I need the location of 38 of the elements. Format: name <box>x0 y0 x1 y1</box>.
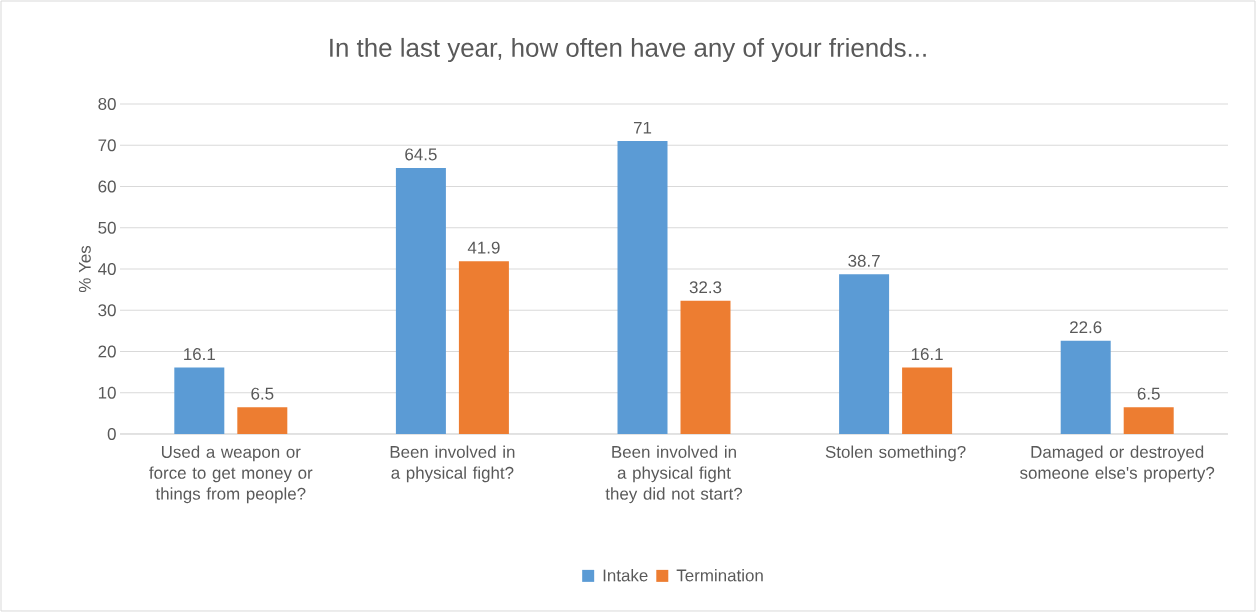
y-tick-label: 60 <box>98 180 116 193</box>
data-label: 16.1 <box>184 348 215 361</box>
y-axis-title: % Yes <box>78 245 91 293</box>
x-tick-label: Been involved in a physical fight they did not start? <box>605 445 743 504</box>
bar <box>839 274 890 434</box>
bar <box>1123 407 1174 434</box>
data-label: 16.1 <box>911 348 943 361</box>
bar <box>395 167 446 434</box>
y-tick-label: 70 <box>98 139 116 152</box>
y-tick-label: 10 <box>98 386 116 399</box>
bar <box>680 300 731 434</box>
x-tick-label: Damaged or destroyed someone else's property? <box>1020 445 1215 483</box>
bar <box>1060 340 1111 434</box>
y-tick-label: 40 <box>98 262 116 275</box>
legend-label: Intake <box>603 569 648 582</box>
x-tick-label: Stolen something? <box>825 445 966 462</box>
data-label: 6.5 <box>1137 387 1160 400</box>
bar <box>458 261 509 434</box>
legend-label: Termination <box>676 569 763 582</box>
y-tick-label: 30 <box>98 304 116 317</box>
chart-title: In the last year, how often have any of your friends... <box>330 37 926 63</box>
data-label: 41.9 <box>467 241 500 254</box>
bar <box>617 141 668 434</box>
data-label: 6.5 <box>251 387 274 400</box>
y-tick-label: 20 <box>98 345 116 358</box>
bar <box>174 367 225 434</box>
data-label: 71 <box>633 121 652 134</box>
x-tick-label: Been involved in a physical fight? <box>390 445 515 483</box>
y-tick-label: 50 <box>98 221 116 234</box>
data-label: 32.3 <box>689 281 722 294</box>
y-tick-label: 0 <box>107 427 116 440</box>
data-label: 22.6 <box>1070 321 1102 334</box>
data-label: 38.7 <box>848 254 880 267</box>
x-tick-label: Used a weapon or force to get money or things from people? <box>149 445 313 504</box>
y-tick-label: 80 <box>98 98 116 110</box>
data-label: 64.5 <box>405 148 437 161</box>
bar <box>237 407 288 434</box>
bar <box>902 367 953 434</box>
